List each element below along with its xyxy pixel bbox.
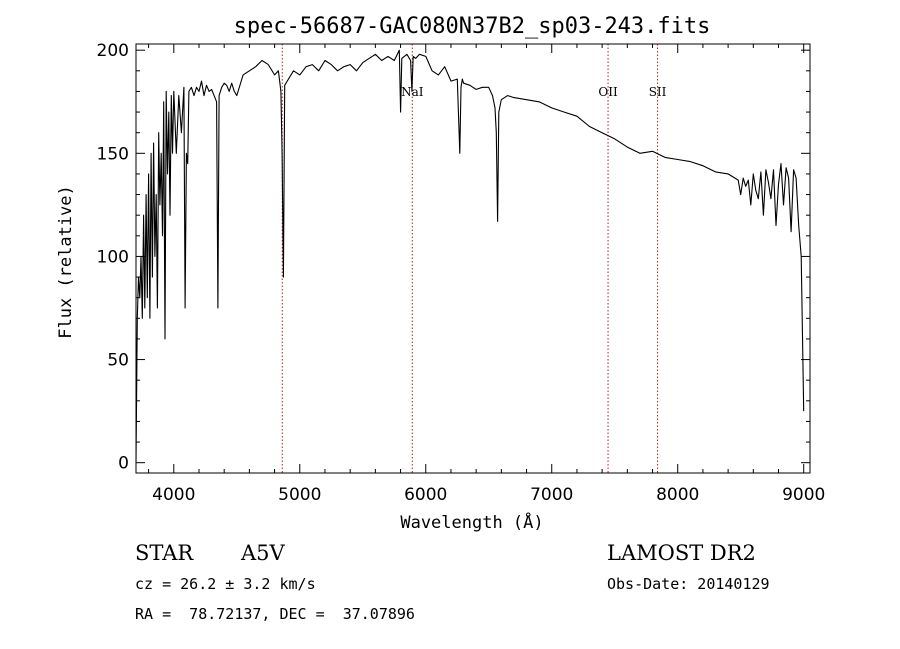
y-tick-label-1: 50 — [107, 351, 129, 371]
x-tick-label-1: 5000 — [278, 485, 321, 505]
y-tick-label-0: 0 — [118, 454, 129, 474]
y-axis: 0 50 100 150 200 — [97, 41, 810, 474]
spectral-subclass: A5V — [240, 541, 286, 565]
y-tick-label-4: 200 — [97, 41, 129, 61]
object-type: STAR — [135, 541, 194, 565]
x-tick-label-4: 8000 — [656, 485, 699, 505]
marker-label-3: SII — [649, 85, 667, 99]
y-tick-label-2: 100 — [97, 247, 129, 267]
redshift-cz: cz = 26.2 ± 3.2 km/s — [135, 575, 316, 593]
spectrum-line-group — [135, 49, 805, 463]
x-tick-label-5: 9000 — [782, 485, 825, 505]
coordinates: RA = 78.72137, DEC = 37.07896 — [135, 605, 415, 623]
x-tick-label-3: 7000 — [530, 485, 573, 505]
chart-title: spec-56687-GAC080N37B2_sp03-243.fits — [234, 14, 711, 39]
obs-date: Obs-Date: 20140129 — [607, 575, 770, 593]
y-tick-label-3: 150 — [97, 144, 129, 164]
spectrum-series-0 — [135, 49, 805, 463]
x-axis: 4000 5000 6000 7000 8000 9000 — [148, 44, 825, 505]
marker-label-1: NaI — [401, 85, 424, 99]
survey-name: LAMOST DR2 — [607, 541, 756, 565]
x-axis-label: Wavelength (Å) — [400, 511, 543, 533]
marker-label-2: OII — [598, 85, 618, 99]
y-axis-label: Flux (relative) — [56, 185, 76, 339]
x-tick-label-0: 4000 — [152, 485, 195, 505]
x-tick-label-2: 6000 — [404, 485, 447, 505]
marker-lines: NaI OII SII — [281, 44, 667, 473]
plot-frame — [135, 43, 811, 474]
